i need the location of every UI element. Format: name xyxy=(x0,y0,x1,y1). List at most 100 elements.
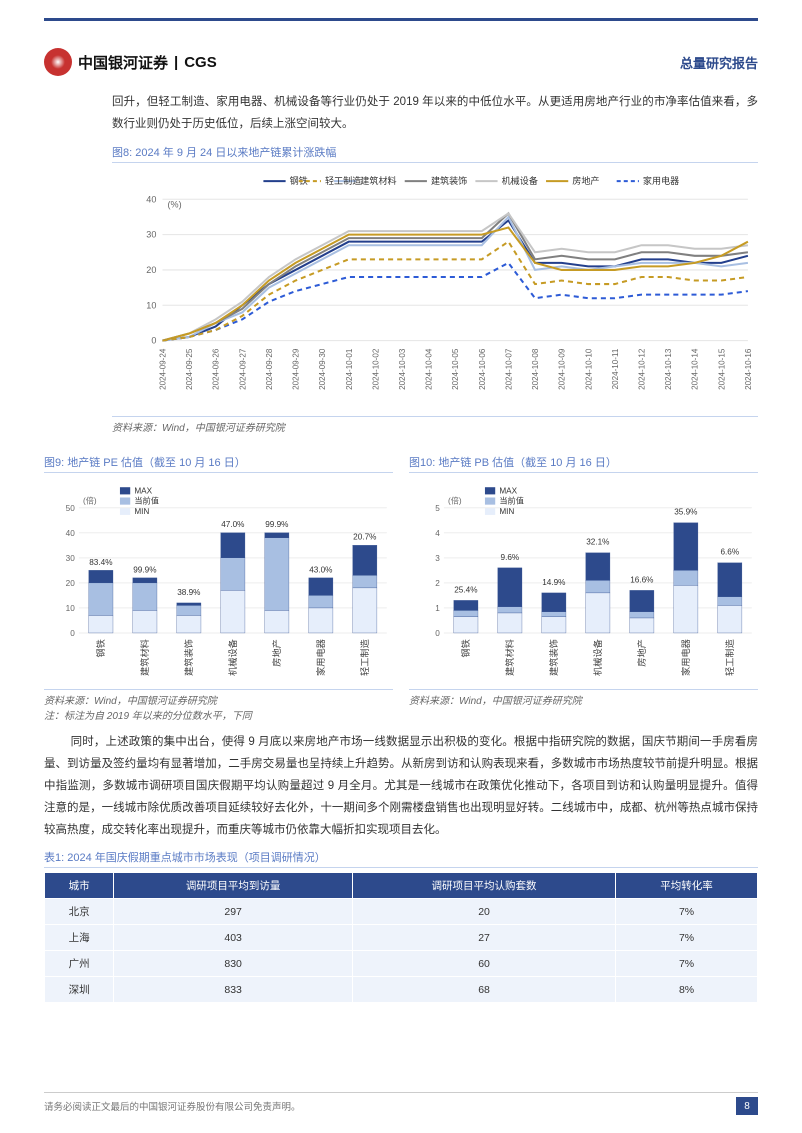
svg-text:2024-10-06: 2024-10-06 xyxy=(478,348,487,390)
svg-text:钢铁: 钢铁 xyxy=(290,175,308,186)
svg-text:建筑材料: 建筑材料 xyxy=(360,175,396,186)
svg-text:0: 0 xyxy=(435,629,440,638)
svg-text:2024-10-13: 2024-10-13 xyxy=(664,348,673,390)
svg-text:钢铁: 钢铁 xyxy=(95,639,106,657)
fig9-caption: 图9: 地产链 PE 估值（截至 10 月 16 日） xyxy=(44,454,393,473)
svg-text:10: 10 xyxy=(146,300,156,310)
svg-text:机械设备: 机械设备 xyxy=(227,639,238,676)
svg-text:2024-10-14: 2024-10-14 xyxy=(691,348,700,390)
logo: 中国银河证券 | CGS xyxy=(44,48,217,76)
svg-text:9.6%: 9.6% xyxy=(501,553,520,562)
svg-text:0: 0 xyxy=(70,629,75,638)
svg-text:20.7%: 20.7% xyxy=(353,533,376,542)
svg-text:83.4%: 83.4% xyxy=(89,558,112,567)
svg-text:2024-10-15: 2024-10-15 xyxy=(717,348,726,390)
svg-text:建筑装饰: 建筑装饰 xyxy=(548,639,559,676)
svg-text:0: 0 xyxy=(151,335,156,345)
svg-text:2024-09-26: 2024-09-26 xyxy=(212,348,221,390)
svg-text:房地产: 房地产 xyxy=(271,639,282,667)
svg-text:99.9%: 99.9% xyxy=(133,565,156,574)
fig9-note: 注：标注为自 2019 年以来的分位数水平，下同 xyxy=(44,707,393,722)
svg-text:20: 20 xyxy=(146,265,156,275)
report-type: 总量研究报告 xyxy=(680,53,758,72)
svg-text:47.0%: 47.0% xyxy=(221,520,244,529)
svg-text:建筑装饰: 建筑装饰 xyxy=(431,175,467,186)
svg-text:建筑材料: 建筑材料 xyxy=(504,639,515,676)
svg-text:14.9%: 14.9% xyxy=(542,578,565,587)
svg-text:50: 50 xyxy=(66,504,76,513)
company-name-en: CGS xyxy=(184,54,217,71)
fig10-chart: (倍)MAX当前值MIN01234525.4%钢铁9.6%建筑材料14.9%建筑… xyxy=(409,479,758,684)
svg-text:建筑材料: 建筑材料 xyxy=(139,639,150,676)
svg-text:机械设备: 机械设备 xyxy=(592,639,603,676)
svg-text:(倍): (倍) xyxy=(448,496,462,506)
svg-text:2024-09-24: 2024-09-24 xyxy=(158,348,167,390)
svg-text:43.0%: 43.0% xyxy=(309,565,332,574)
logo-mark xyxy=(44,48,72,76)
svg-text:家用电器: 家用电器 xyxy=(315,639,326,676)
company-name-cn: 中国银河证券 xyxy=(78,52,168,73)
svg-text:40: 40 xyxy=(146,194,156,204)
svg-text:10: 10 xyxy=(66,604,76,613)
svg-text:5: 5 xyxy=(435,504,440,513)
svg-text:(%): (%) xyxy=(168,199,182,209)
svg-text:当前值: 当前值 xyxy=(134,496,159,506)
footer: 请务必阅读正文最后的中国银河证券股份有限公司免责声明。 8 xyxy=(44,1092,758,1115)
svg-text:2024-10-02: 2024-10-02 xyxy=(371,348,380,390)
header-rule xyxy=(44,18,758,21)
svg-text:1: 1 xyxy=(435,604,440,613)
svg-text:2024-10-10: 2024-10-10 xyxy=(584,348,593,390)
svg-text:2024-10-09: 2024-10-09 xyxy=(558,348,567,390)
svg-text:3: 3 xyxy=(435,554,440,563)
svg-text:32.1%: 32.1% xyxy=(586,538,609,547)
svg-text:16.6%: 16.6% xyxy=(630,575,653,584)
svg-text:MAX: MAX xyxy=(134,486,152,495)
mid-paragraph: 同时，上述政策的集中出台，使得 9 月底以来房地产市场一线数据显示出积极的变化。… xyxy=(44,732,758,841)
svg-text:30: 30 xyxy=(66,554,76,563)
svg-text:4: 4 xyxy=(435,529,440,538)
svg-text:25.4%: 25.4% xyxy=(454,585,477,594)
table1-caption: 表1: 2024 年国庆假期重点城市市场表现（项目调研情况） xyxy=(44,849,758,868)
svg-text:2024-10-01: 2024-10-01 xyxy=(345,348,354,390)
table1: 城市调研项目平均到访量调研项目平均认购套数平均转化率北京297207%上海403… xyxy=(44,872,758,1003)
svg-text:轻工制造: 轻工制造 xyxy=(724,639,735,676)
svg-text:2024-09-30: 2024-09-30 xyxy=(318,348,327,390)
svg-text:房地产: 房地产 xyxy=(572,175,599,186)
svg-text:2024-10-16: 2024-10-16 xyxy=(744,348,753,390)
page-number: 8 xyxy=(736,1097,758,1115)
svg-text:钢铁: 钢铁 xyxy=(460,639,471,657)
svg-text:2024-09-29: 2024-09-29 xyxy=(292,348,301,390)
svg-text:机械设备: 机械设备 xyxy=(502,175,538,186)
fig9-source: 资料来源：Wind，中国银河证券研究院 xyxy=(44,689,393,707)
svg-text:家用电器: 家用电器 xyxy=(680,639,691,676)
svg-text:2024-09-28: 2024-09-28 xyxy=(265,348,274,390)
page: 中国银河证券 | CGS 总量研究报告 回升，但轻工制造、家用电器、机械设备等行… xyxy=(0,0,802,1133)
disclaimer: 请务必阅读正文最后的中国银河证券股份有限公司免责声明。 xyxy=(44,1099,301,1113)
svg-text:2024-10-08: 2024-10-08 xyxy=(531,348,540,390)
svg-text:38.9%: 38.9% xyxy=(177,588,200,597)
company-divider: | xyxy=(174,54,178,71)
fig8-caption: 图8: 2024 年 9 月 24 日以来地产链累计涨跌幅 xyxy=(112,144,758,163)
svg-text:房地产: 房地产 xyxy=(636,639,647,667)
fig8-source: 资料来源：Wind，中国银河证券研究院 xyxy=(112,416,758,434)
fig10-caption: 图10: 地产链 PB 估值（截至 10 月 16 日） xyxy=(409,454,758,473)
svg-text:2024-10-11: 2024-10-11 xyxy=(611,348,620,389)
svg-text:2024-10-04: 2024-10-04 xyxy=(425,348,434,390)
svg-text:20: 20 xyxy=(66,579,76,588)
header: 中国银河证券 | CGS 总量研究报告 xyxy=(44,48,758,76)
svg-text:30: 30 xyxy=(146,229,156,239)
svg-text:轻工制造: 轻工制造 xyxy=(325,175,361,186)
fig10-source: 资料来源：Wind，中国银河证券研究院 xyxy=(409,689,758,707)
svg-text:2024-10-03: 2024-10-03 xyxy=(398,348,407,390)
svg-text:2024-09-27: 2024-09-27 xyxy=(238,348,247,390)
svg-text:6.6%: 6.6% xyxy=(720,548,739,557)
intro-paragraph: 回升，但轻工制造、家用电器、机械设备等行业仍处于 2019 年以来的中低位水平。… xyxy=(112,92,758,136)
svg-text:轻工制造: 轻工制造 xyxy=(359,639,370,676)
svg-text:2024-10-07: 2024-10-07 xyxy=(504,348,513,390)
svg-text:35.9%: 35.9% xyxy=(674,508,697,517)
svg-text:2: 2 xyxy=(435,579,440,588)
fig8-chart: 钢铁建筑材料建筑装饰机械设备房地产家用电器轻工制造(%)010203040202… xyxy=(112,169,758,411)
svg-text:2024-10-05: 2024-10-05 xyxy=(451,348,460,390)
fig9-chart: (倍)MAX当前值MIN0102030405083.4%钢铁99.9%建筑材料3… xyxy=(44,479,393,684)
svg-text:99.9%: 99.9% xyxy=(265,520,288,529)
